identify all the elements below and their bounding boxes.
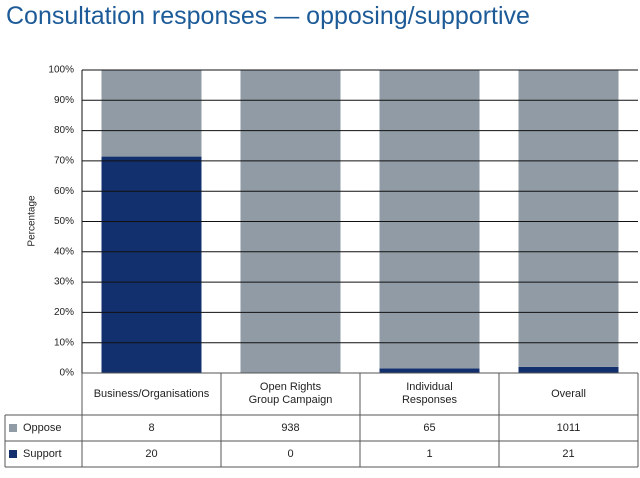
x-tick-label-text: Overall (551, 387, 586, 400)
table-value: 8 (82, 415, 221, 441)
bar (101, 70, 202, 157)
x-tick-label: Business/Organisations (82, 373, 221, 415)
y-tick-label: 90% (54, 95, 74, 106)
legend-label-text: Support (23, 448, 62, 460)
table-value-text: 65 (423, 422, 436, 434)
y-tick-label: 60% (54, 186, 74, 197)
table-value: 65 (360, 415, 499, 441)
bar (518, 70, 619, 367)
table-value-text: 1 (426, 448, 433, 460)
table-value: 0 (221, 441, 360, 467)
y-tick-label: 80% (54, 125, 74, 136)
bar (101, 156, 202, 373)
y-tick-label: 100% (48, 65, 74, 76)
x-tick-label-text: Business/Organisations (93, 387, 210, 400)
legend-swatch (9, 424, 17, 432)
y-tick-label: 50% (54, 216, 74, 227)
table-value: 938 (221, 415, 360, 441)
table-value-text: 938 (281, 422, 300, 434)
table-value: 20 (82, 441, 221, 467)
legend-label-text: Oppose (23, 422, 62, 434)
x-tick-label: Individual Responses (360, 373, 499, 415)
table-value: 21 (499, 441, 638, 467)
table-value: 1011 (499, 415, 638, 441)
x-tick-label: Overall (499, 373, 638, 415)
bar (518, 366, 619, 373)
table-value-text: 0 (287, 448, 294, 460)
bar (379, 368, 480, 373)
table-value: 1 (360, 441, 499, 467)
x-tick-label-text: Open Rights Group Campaign (248, 381, 333, 406)
y-tick-label: 40% (54, 246, 74, 257)
y-tick-label: 70% (54, 156, 74, 167)
y-tick-label: 10% (54, 337, 74, 348)
x-tick-label: Open Rights Group Campaign (221, 373, 360, 415)
table-value-text: 20 (145, 448, 158, 460)
bar (379, 70, 480, 369)
y-axis-label: Percentage (27, 195, 38, 247)
y-tick-label: 0% (60, 368, 75, 379)
legend-label: Support (5, 441, 82, 467)
y-tick-label: 30% (54, 277, 74, 288)
x-tick-label-text: Individual Responses (401, 381, 458, 406)
chart-title: Consultation responses — opposing/suppor… (6, 2, 530, 30)
legend-swatch (9, 450, 17, 458)
legend-label: Oppose (5, 415, 82, 441)
table-value-text: 21 (562, 448, 575, 460)
table-value-text: 8 (148, 422, 155, 434)
y-tick-label: 20% (54, 307, 74, 318)
table-value-text: 1011 (556, 422, 581, 434)
